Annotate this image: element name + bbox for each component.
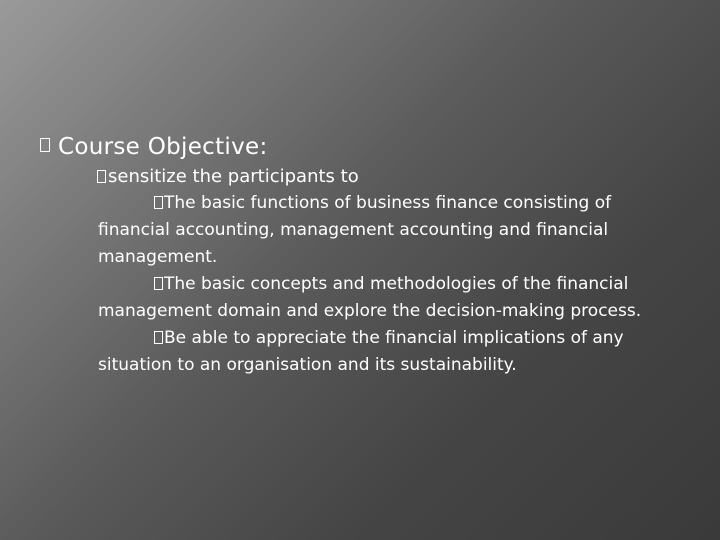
objective-item: Be able to appreciate the financial impl… bbox=[98, 325, 678, 379]
objective-text: The basic functions of business finance … bbox=[98, 193, 612, 267]
objective-item: The basic functions of business finance … bbox=[98, 190, 678, 271]
bullet-box-icon bbox=[40, 138, 50, 152]
bullet-box-icon bbox=[154, 196, 163, 209]
subpoint-bullet: sensitize the participants to bbox=[97, 164, 680, 190]
heading-text: Course Objective: bbox=[58, 134, 268, 160]
heading-bullet: Course Objective: bbox=[40, 130, 680, 164]
bullet-box-icon bbox=[154, 331, 163, 344]
objective-text: The basic concepts and methodologies of … bbox=[98, 274, 642, 321]
objective-text: Be able to appreciate the financial impl… bbox=[98, 328, 624, 375]
slide-content: Course Objective: sensitize the particip… bbox=[40, 130, 680, 379]
objective-item: The basic concepts and methodologies of … bbox=[98, 271, 678, 325]
bullet-box-icon bbox=[97, 170, 106, 183]
subpoint-text: sensitize the participants to bbox=[108, 166, 359, 187]
bullet-box-icon bbox=[154, 277, 163, 290]
